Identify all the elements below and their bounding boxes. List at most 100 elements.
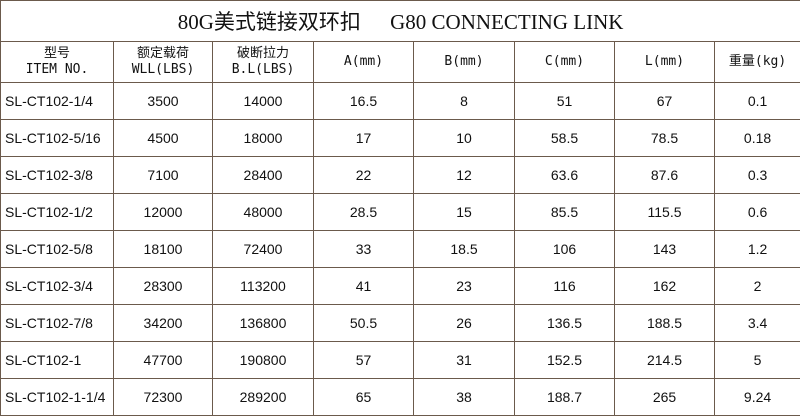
table-cell: 34200 — [114, 305, 213, 342]
table-cell: 0.18 — [715, 120, 800, 157]
table-cell: 22 — [314, 157, 414, 194]
header-line1: L(mm) — [615, 54, 714, 70]
table-cell: 289200 — [213, 379, 314, 416]
table-title: 80G美式链接双环扣 G80 CONNECTING LINK — [1, 1, 800, 42]
table-cell: 41 — [314, 268, 414, 305]
table-cell: 190800 — [213, 342, 314, 379]
table-cell: 87.6 — [615, 157, 715, 194]
table-cell: 113200 — [213, 268, 314, 305]
item-number-cell: SL-CT102-1/4 — [1, 83, 114, 120]
table-cell: 38 — [414, 379, 515, 416]
table-cell: 18.5 — [414, 231, 515, 268]
header-line2: B.L(LBS) — [213, 62, 313, 78]
table-cell: 0.3 — [715, 157, 800, 194]
table-cell: 85.5 — [515, 194, 615, 231]
table-cell: 31 — [414, 342, 515, 379]
table-cell: 162 — [615, 268, 715, 305]
header-line1: 额定载荷 — [114, 46, 212, 62]
table-cell: 28300 — [114, 268, 213, 305]
table-cell: 58.5 — [515, 120, 615, 157]
item-number-cell: SL-CT102-3/8 — [1, 157, 114, 194]
header-line1: 破断拉力 — [213, 46, 313, 62]
table-cell: 12 — [414, 157, 515, 194]
header-line1: B(mm) — [414, 54, 514, 70]
table-cell: 26 — [414, 305, 515, 342]
table-cell: 152.5 — [515, 342, 615, 379]
item-number-cell: SL-CT102-1/2 — [1, 194, 114, 231]
table-cell: 65 — [314, 379, 414, 416]
header-line1: 重量(kg) — [715, 54, 800, 70]
table-cell: 47700 — [114, 342, 213, 379]
table-cell: 10 — [414, 120, 515, 157]
table-cell: 16.5 — [314, 83, 414, 120]
table-cell: 18100 — [114, 231, 213, 268]
column-header: B(mm) — [414, 42, 515, 83]
header-line2: WLL(LBS) — [114, 62, 212, 78]
table-cell: 63.6 — [515, 157, 615, 194]
table-cell: 57 — [314, 342, 414, 379]
table-cell: 8 — [414, 83, 515, 120]
table-cell: 2 — [715, 268, 800, 305]
item-number-cell: SL-CT102-5/8 — [1, 231, 114, 268]
table-cell: 0.1 — [715, 83, 800, 120]
header-line1: C(mm) — [515, 54, 614, 70]
column-header: L(mm) — [615, 42, 715, 83]
header-line1: A(mm) — [314, 54, 413, 70]
table-cell: 106 — [515, 231, 615, 268]
table-cell: 67 — [615, 83, 715, 120]
table-cell: 115.5 — [615, 194, 715, 231]
column-header: A(mm) — [314, 42, 414, 83]
table-cell: 14000 — [213, 83, 314, 120]
title-en: G80 CONNECTING LINK — [390, 10, 623, 34]
table-cell: 28400 — [213, 157, 314, 194]
table-cell: 72400 — [213, 231, 314, 268]
table-cell: 188.5 — [615, 305, 715, 342]
table-cell: 15 — [414, 194, 515, 231]
table-cell: 18000 — [213, 120, 314, 157]
item-number-cell: SL-CT102-3/4 — [1, 268, 114, 305]
table-cell: 7100 — [114, 157, 213, 194]
table-cell: 12000 — [114, 194, 213, 231]
title-row: 80G美式链接双环扣 G80 CONNECTING LINK — [1, 1, 800, 42]
title-cn: 80G美式链接双环扣 — [178, 10, 361, 34]
table-cell: 4500 — [114, 120, 213, 157]
table-cell: 143 — [615, 231, 715, 268]
item-number-cell: SL-CT102-1 — [1, 342, 114, 379]
table-cell: 3500 — [114, 83, 213, 120]
table-cell: 33 — [314, 231, 414, 268]
column-header: C(mm) — [515, 42, 615, 83]
table-cell: 9.24 — [715, 379, 800, 416]
table-cell: 5 — [715, 342, 800, 379]
table-cell: 265 — [615, 379, 715, 416]
table-cell: 50.5 — [314, 305, 414, 342]
table-cell: 78.5 — [615, 120, 715, 157]
table-cell: 28.5 — [314, 194, 414, 231]
table-cell: 51 — [515, 83, 615, 120]
table-cell: 214.5 — [615, 342, 715, 379]
table-cell: 23 — [414, 268, 515, 305]
item-number-cell: SL-CT102-7/8 — [1, 305, 114, 342]
table-cell: 136800 — [213, 305, 314, 342]
table-cell: 1.2 — [715, 231, 800, 268]
table-cell: 48000 — [213, 194, 314, 231]
header-line1: 型号 — [1, 46, 113, 62]
table-cell: 0.6 — [715, 194, 800, 231]
table-cell: 116 — [515, 268, 615, 305]
table-cell: 72300 — [114, 379, 213, 416]
column-header: 重量(kg) — [715, 42, 800, 83]
table-cell: 188.7 — [515, 379, 615, 416]
